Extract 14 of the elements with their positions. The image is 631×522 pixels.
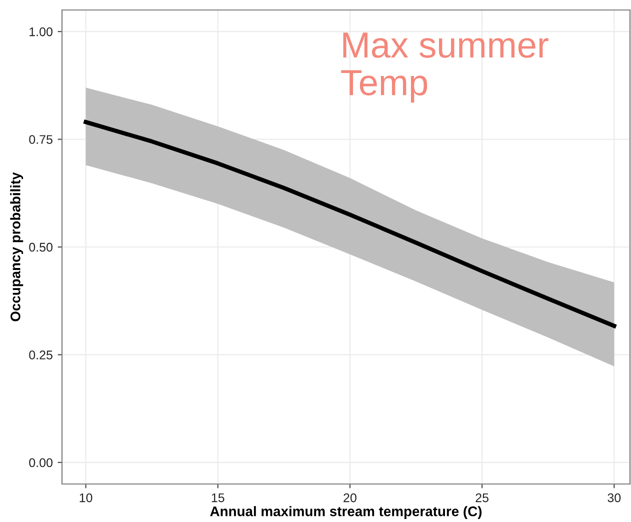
x-tick-label: 30 (608, 493, 621, 502)
x-tick-label: 20 (344, 493, 356, 502)
annotation: Max summer Temp (341, 32, 548, 103)
y-tick-label: 0.50 (29, 242, 52, 252)
x-tick-label: 25 (476, 493, 488, 502)
x-tick-label: 10 (80, 493, 92, 502)
x-tick-label: 15 (212, 493, 224, 502)
line-series (84, 120, 616, 328)
y-axis-title: Occupancy probability (10, 172, 24, 322)
y-tick-label: 0.25 (29, 350, 52, 360)
y-tick-label: 1.00 (30, 27, 52, 36)
y-tick-label: 0.00 (29, 458, 52, 468)
x-axis-title: Annual maximum stream temperature (C) (210, 506, 482, 520)
y-tick-label: 0.75 (29, 135, 52, 144)
